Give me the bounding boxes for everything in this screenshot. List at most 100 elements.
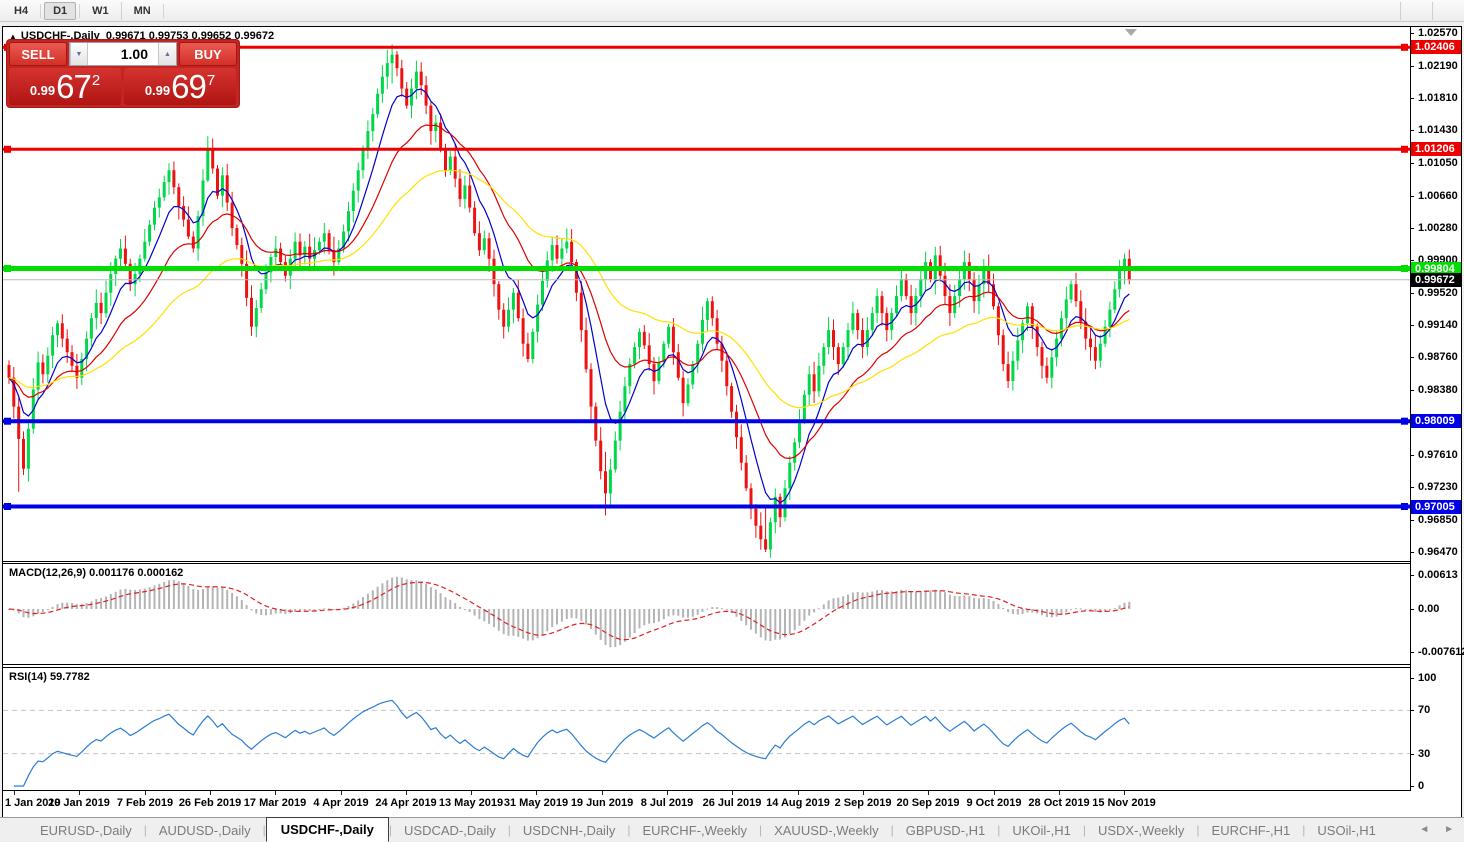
sell-button[interactable]: SELL xyxy=(9,42,67,66)
date-tick xyxy=(994,791,995,795)
sell-price-quote[interactable]: 0.99 67 2 xyxy=(9,68,121,105)
tab-scroll-left-icon[interactable]: ◄ xyxy=(1419,824,1430,835)
symbol-tab-ukoil-h1[interactable]: UKOil-,H1 xyxy=(1012,822,1071,838)
symbol-tab-gbpusd-h1[interactable]: GBPUSD-,H1 xyxy=(905,822,986,838)
axis-tick xyxy=(1410,357,1414,358)
date-tick xyxy=(471,791,472,795)
price-badge: 0.97005 xyxy=(1411,500,1461,514)
date-tick xyxy=(928,791,929,795)
rsi-label: RSI(14) 59.7782 xyxy=(9,671,90,683)
buy-price-pip: 7 xyxy=(206,72,216,89)
macd-tick-label: 0.00613 xyxy=(1418,569,1458,581)
tab-separator: | xyxy=(143,823,147,837)
macd-label: MACD(12,26,9) 0.001176 0.000162 xyxy=(9,567,184,579)
symbol-tab-eurusd-daily[interactable]: EURUSD-,Daily xyxy=(40,822,132,838)
date-label: 14 Aug 2019 xyxy=(766,797,830,809)
symbol-tab-usdchf-daily[interactable]: USDCHF-,Daily xyxy=(265,816,389,842)
axis-tick xyxy=(1410,455,1414,456)
buy-button[interactable]: BUY xyxy=(179,42,237,66)
price-tick-label: 1.02190 xyxy=(1418,60,1458,72)
panel-separator[interactable] xyxy=(3,664,1410,665)
timeframe-button-d1[interactable]: D1 xyxy=(44,1,77,20)
volume-decrease-button[interactable]: ▼ xyxy=(70,43,88,65)
tab-scroll-arrows: ◄ ► xyxy=(1407,824,1454,835)
volume-input[interactable] xyxy=(88,43,158,65)
price-badge: 1.01206 xyxy=(1411,142,1461,156)
volume-increase-button[interactable]: ▲ xyxy=(158,43,176,65)
tab-separator: | xyxy=(758,823,763,837)
toolbar-separator xyxy=(40,3,42,18)
symbol-tab-xauusd-weekly[interactable]: XAUUSD-,Weekly xyxy=(774,822,879,838)
tab-separator: | xyxy=(388,823,393,837)
tab-separator: | xyxy=(997,823,1001,837)
macd-tick-label: 0.00 xyxy=(1418,603,1440,615)
macd-chart-canvas xyxy=(8,576,1131,648)
toolbar-separator xyxy=(79,3,81,18)
date-tick xyxy=(798,791,799,795)
buy-price-prefix: 0.99 xyxy=(144,83,171,98)
axis-tick xyxy=(1410,293,1414,294)
date-label: 31 May 2019 xyxy=(503,797,569,809)
date-label: 24 Apr 2019 xyxy=(375,797,437,809)
price-tick-label: 0.99520 xyxy=(1418,287,1458,299)
timeframe-button-h4[interactable]: H4 xyxy=(14,4,29,17)
tab-separator: | xyxy=(627,823,631,837)
tab-separator: | xyxy=(262,823,266,837)
rsi-panel[interactable]: RSI(14) 59.7782 xyxy=(3,668,1410,790)
chart-window: ▲ USDCHF-,Daily 0.99671 0.99753 0.99652 0… xyxy=(2,26,1464,818)
rsi-tick-label: 100 xyxy=(1418,672,1437,684)
rsi-chart-canvas xyxy=(3,699,1410,787)
sell-price-big: 67 xyxy=(56,68,92,105)
price-axis[interactable]: 1.02570 1.02190 1.01810 1.01430 1.01050 1.006… xyxy=(1410,27,1464,792)
h-line-anchor xyxy=(4,265,11,272)
tab-scroll-right-icon[interactable]: ► xyxy=(1444,824,1454,835)
chart-shift-marker-icon[interactable] xyxy=(1125,29,1137,36)
timeframe-toolbar: H4 D1 W1 MN xyxy=(0,0,1464,22)
date-tick xyxy=(14,791,15,795)
date-tick xyxy=(341,791,342,795)
price-tick-label: 1.00660 xyxy=(1418,190,1458,202)
rsi-line xyxy=(13,699,1130,787)
date-axis[interactable]: 1 Jan 2019 20 Jan 2019 7 Feb 2019 26 Feb 20… xyxy=(3,791,1461,817)
collapse-panel-icon[interactable]: ▲ xyxy=(9,32,17,41)
symbol-tab-eurchf-h1[interactable]: EURCHF-,H1 xyxy=(1211,822,1291,838)
axis-tick xyxy=(1410,98,1414,99)
symbol-tab-eurchf-weekly[interactable]: EURCHF-,Weekly xyxy=(642,822,747,838)
date-label: 28 Oct 2019 xyxy=(1028,797,1090,809)
axis-tick xyxy=(1410,552,1414,553)
timeframe-button-mn[interactable]: MN xyxy=(133,4,151,17)
symbol-tab-usoil-h1[interactable]: USOil-,H1 xyxy=(1317,822,1376,838)
axis-tick xyxy=(1410,260,1414,261)
date-label: 15 Nov 2019 xyxy=(1092,797,1156,809)
symbol-tab-usdcad-daily[interactable]: USDCAD-,Daily xyxy=(404,822,496,838)
price-tick-label: 1.01050 xyxy=(1418,157,1458,169)
macd-values: 0.001176 0.000162 xyxy=(89,567,184,579)
h-line-anchor xyxy=(1401,145,1408,153)
symbol-tab-usdx-weekly[interactable]: USDX-,Weekly xyxy=(1097,822,1185,838)
h-line-anchor xyxy=(4,417,11,425)
panel-separator[interactable] xyxy=(3,561,1410,562)
symbol-tab-audusd-daily[interactable]: AUDUSD-,Daily xyxy=(158,822,251,838)
main-chart[interactable]: ▲ USDCHF-,Daily 0.99671 0.99753 0.99652 0… xyxy=(3,27,1410,561)
toolbar-divider xyxy=(1400,2,1401,20)
tab-separator: | xyxy=(507,823,511,837)
date-label: 4 Apr 2019 xyxy=(313,797,369,809)
date-label: 26 Jul 2019 xyxy=(702,797,762,809)
axis-tick xyxy=(1410,487,1414,488)
timeframe-button-w1[interactable]: W1 xyxy=(92,4,109,17)
h-line-anchor xyxy=(1401,503,1408,510)
date-tick xyxy=(210,791,211,795)
price-tick-label: 0.99140 xyxy=(1418,319,1458,331)
symbol-tab-usdcnh-daily[interactable]: USDCNH-,Daily xyxy=(522,822,616,838)
price-tick-label: 0.98760 xyxy=(1418,351,1458,363)
macd-histogram xyxy=(8,576,1131,648)
date-label: 8 Jul 2019 xyxy=(640,797,694,809)
date-label: 19 Jun 2019 xyxy=(570,797,634,809)
panel-separator xyxy=(3,790,1410,791)
toolbar-divider xyxy=(1432,2,1433,20)
volume-stepper: ▼ ▲ xyxy=(69,42,177,66)
date-tick xyxy=(406,791,407,795)
buy-price-quote[interactable]: 0.99 69 7 xyxy=(124,68,236,105)
date-tick xyxy=(732,791,733,795)
macd-panel[interactable]: MACD(12,26,9) 0.001176 0.000162 xyxy=(3,564,1410,664)
